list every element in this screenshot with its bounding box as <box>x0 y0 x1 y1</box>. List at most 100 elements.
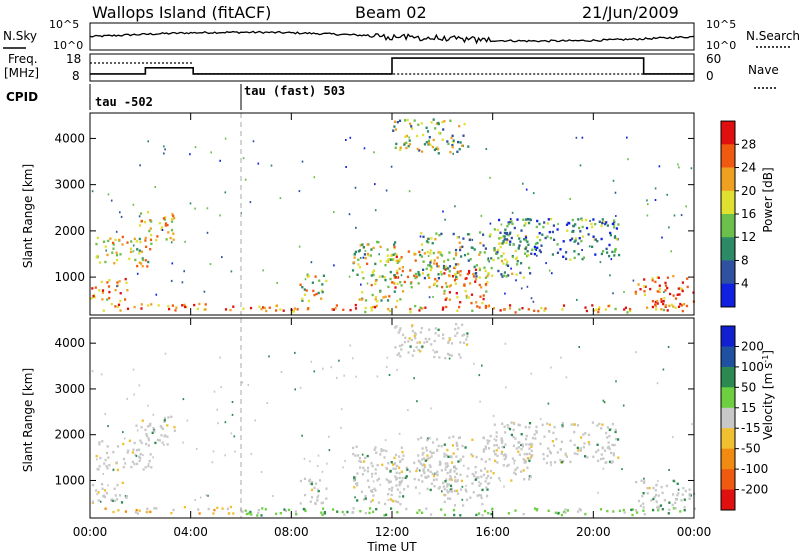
data-cell <box>413 274 416 277</box>
data-cell <box>516 234 519 237</box>
data-cell <box>561 425 564 429</box>
data-cell <box>660 298 663 301</box>
data-cell <box>399 327 402 330</box>
data-cell <box>447 142 450 146</box>
data-cell <box>342 308 345 311</box>
colorbar-tick-label: 200 <box>741 339 764 353</box>
data-cell <box>313 486 316 490</box>
colorbar-segment <box>721 283 735 308</box>
data-cell <box>418 492 421 495</box>
data-cell <box>482 297 485 301</box>
data-cell <box>211 461 214 464</box>
data-cell <box>667 346 670 348</box>
data-cell <box>494 459 497 463</box>
data-cell <box>484 247 487 250</box>
data-cell <box>147 304 150 307</box>
data-cell <box>106 445 109 448</box>
data-cell <box>410 338 413 342</box>
data-cell <box>456 309 459 312</box>
data-cell <box>393 243 396 246</box>
data-cell <box>514 472 517 476</box>
data-cell <box>379 483 382 486</box>
data-cell <box>437 328 440 331</box>
data-cell <box>436 470 439 473</box>
data-cell <box>140 303 143 306</box>
data-cell <box>514 437 517 440</box>
data-cell <box>142 454 144 457</box>
data-cell <box>374 262 377 266</box>
data-cell <box>402 454 405 457</box>
data-cell <box>617 223 620 226</box>
data-cell <box>579 230 582 233</box>
data-cell <box>91 287 94 290</box>
data-cell <box>379 290 382 293</box>
data-cell <box>374 282 377 286</box>
data-cell <box>657 479 659 482</box>
colorbar-tick-label: 4 <box>741 277 749 291</box>
data-cell <box>321 501 324 504</box>
data-cell <box>394 276 397 279</box>
data-cell <box>486 488 489 491</box>
data-cell <box>447 267 450 270</box>
data-cell <box>458 353 461 356</box>
data-cell <box>549 452 553 455</box>
data-cell <box>430 513 433 516</box>
data-cell <box>536 246 539 249</box>
data-cell <box>526 457 530 460</box>
data-cell <box>656 302 659 305</box>
data-cell <box>169 236 172 240</box>
data-cell <box>444 468 447 471</box>
data-cell <box>543 435 546 438</box>
data-cell <box>398 495 401 498</box>
data-cell <box>372 305 375 309</box>
data-cell <box>604 222 607 226</box>
data-cell <box>455 253 458 257</box>
data-cell <box>502 262 505 265</box>
data-cell <box>405 466 408 469</box>
velocity-y-axis-label: Slant Range [km] <box>21 368 35 472</box>
data-cell <box>467 145 470 148</box>
data-cell <box>396 261 399 264</box>
data-cell <box>509 240 512 243</box>
data-cell <box>503 458 506 461</box>
data-cell <box>282 309 285 312</box>
data-cell <box>384 502 387 506</box>
data-cell <box>264 508 267 511</box>
data-cell <box>489 469 493 473</box>
data-cell <box>172 238 175 241</box>
data-cell <box>148 459 151 463</box>
data-cell <box>394 128 397 131</box>
data-cell <box>457 140 460 144</box>
data-cell <box>112 468 115 471</box>
data-cell <box>552 431 555 435</box>
data-cell <box>164 224 167 227</box>
data-cell <box>524 236 528 239</box>
data-cell <box>155 293 158 296</box>
data-cell <box>446 491 450 494</box>
velocity-data-cells <box>91 323 696 517</box>
data-cell <box>467 259 470 262</box>
data-cell <box>565 257 568 261</box>
data-cell <box>368 485 371 489</box>
data-cell <box>596 424 599 427</box>
data-cell <box>600 457 603 461</box>
data-cell <box>634 292 637 295</box>
data-cell <box>413 377 415 380</box>
data-cell <box>446 482 449 486</box>
data-cell <box>206 231 209 234</box>
data-cell <box>436 284 439 288</box>
data-cell <box>394 467 397 470</box>
data-cell <box>409 310 412 314</box>
data-cell <box>662 300 665 303</box>
data-cell <box>538 249 541 252</box>
data-cell <box>279 197 282 200</box>
data-cell <box>392 500 395 503</box>
data-cell <box>541 423 544 427</box>
data-cell <box>529 456 532 460</box>
data-cell <box>306 273 309 276</box>
data-cell <box>140 250 144 253</box>
data-cell <box>492 414 495 417</box>
data-cell <box>479 231 482 234</box>
data-cell <box>333 211 335 214</box>
data-cell <box>374 472 377 475</box>
